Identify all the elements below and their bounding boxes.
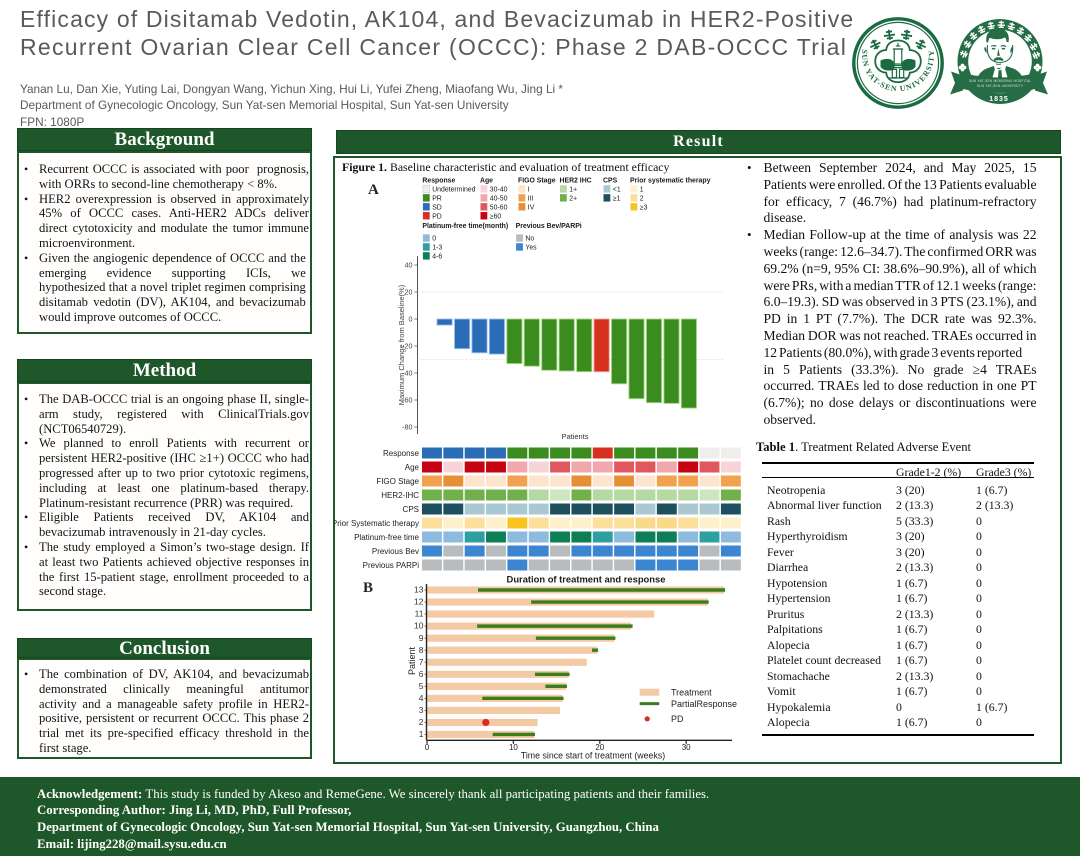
svg-text:CPS: CPS [403, 505, 419, 514]
svg-text:HER2-IHC: HER2-IHC [381, 491, 419, 500]
svg-text:1: 1 [640, 186, 644, 193]
svg-text:0: 0 [432, 236, 436, 243]
svg-text:11: 11 [415, 609, 424, 619]
svg-text:30-40: 30-40 [490, 186, 508, 193]
svg-text:FIGO Stage: FIGO Stage [376, 477, 419, 486]
svg-text:20: 20 [405, 288, 413, 297]
svg-text:40: 40 [405, 261, 413, 270]
svg-text:SUN YAT-SEN MEMORIAL HOSPITAL: SUN YAT-SEN MEMORIAL HOSPITAL [969, 79, 1032, 83]
svg-text:1: 1 [419, 729, 424, 739]
svg-text:Platinum-free time: Platinum-free time [354, 533, 419, 542]
svg-text:7: 7 [419, 657, 424, 667]
svg-text:Response: Response [383, 449, 420, 458]
svg-text:0: 0 [425, 743, 430, 752]
svg-text:FIGO Stage: FIGO Stage [518, 178, 556, 185]
svg-text:Patients: Patients [561, 432, 588, 441]
svg-text:PD: PD [432, 213, 442, 220]
svg-text:HER2 IHC: HER2 IHC [560, 178, 592, 185]
svg-text:20: 20 [595, 743, 604, 752]
svg-text:9: 9 [419, 633, 424, 643]
svg-text:Platinum-free time(month): Platinum-free time(month) [422, 223, 508, 230]
svg-text:1835: 1835 [989, 96, 1009, 103]
svg-text:Response: Response [422, 178, 455, 185]
svg-text:Treatment: Treatment [671, 688, 712, 698]
svg-text:Previous Bev: Previous Bev [372, 547, 419, 556]
svg-text:30: 30 [682, 743, 691, 752]
svg-text:1+: 1+ [569, 186, 577, 193]
svg-text:2+: 2+ [569, 195, 577, 202]
svg-text:Previous PARPi: Previous PARPi [363, 561, 420, 570]
svg-text:2: 2 [640, 195, 644, 202]
svg-text:13: 13 [414, 585, 424, 595]
svg-text:4-6: 4-6 [432, 253, 442, 260]
svg-text:10: 10 [509, 743, 518, 752]
svg-text:1-3: 1-3 [432, 244, 442, 251]
svg-text:4: 4 [419, 693, 424, 703]
svg-text:CPS: CPS [603, 178, 618, 185]
svg-text:I: I [528, 186, 530, 193]
svg-text:No: No [525, 236, 534, 243]
svg-text:12: 12 [414, 597, 424, 607]
svg-text:<1: <1 [613, 186, 621, 193]
svg-text:IV: IV [528, 204, 535, 211]
svg-text:-60: -60 [402, 396, 412, 405]
svg-text:6: 6 [419, 669, 424, 679]
svg-text:SD: SD [432, 204, 442, 211]
svg-text:PD: PD [671, 714, 684, 724]
svg-text:SUN YAT-SEN UNIVERSITY: SUN YAT-SEN UNIVERSITY [977, 84, 1024, 88]
svg-text:Prior systematic therapy: Prior systematic therapy [630, 178, 711, 185]
svg-text:Prior Systematic therapy: Prior Systematic therapy [334, 519, 419, 528]
svg-text:A: A [368, 182, 379, 198]
svg-text:-20: -20 [402, 342, 412, 351]
svg-text:10: 10 [414, 621, 424, 631]
svg-text:3: 3 [419, 705, 424, 715]
svg-text:Yes: Yes [525, 244, 537, 251]
svg-text:50-60: 50-60 [490, 204, 508, 211]
svg-text:Previous Bev/PARPi: Previous Bev/PARPi [516, 223, 582, 230]
svg-text:III: III [528, 195, 534, 202]
svg-text:B: B [363, 580, 373, 596]
svg-text:Undetermined: Undetermined [432, 186, 475, 193]
svg-text:Duration of treatment and resp: Duration of treatment and response [507, 574, 666, 585]
svg-text:Age: Age [480, 178, 493, 185]
svg-text:Time since start of treatment: Time since start of treatment (weeks) [521, 751, 665, 761]
svg-text:Age: Age [405, 463, 420, 472]
svg-text:-80: -80 [402, 423, 412, 432]
svg-text:≥3: ≥3 [640, 204, 648, 211]
svg-text:-40: -40 [402, 369, 412, 378]
svg-text:PartialResponse: PartialResponse [671, 699, 737, 709]
svg-text:Patient: Patient [407, 646, 417, 675]
svg-text:40-50: 40-50 [490, 195, 508, 202]
svg-text:≥60: ≥60 [490, 213, 502, 220]
svg-text:5: 5 [419, 681, 424, 691]
svg-text:PR: PR [432, 195, 442, 202]
svg-text:Maximum Change from Baseline(%: Maximum Change from Baseline(%) [397, 284, 406, 405]
svg-text:2: 2 [419, 717, 424, 727]
svg-text:≥1: ≥1 [613, 195, 621, 202]
svg-text:8: 8 [419, 645, 424, 655]
svg-text:0: 0 [409, 315, 413, 324]
